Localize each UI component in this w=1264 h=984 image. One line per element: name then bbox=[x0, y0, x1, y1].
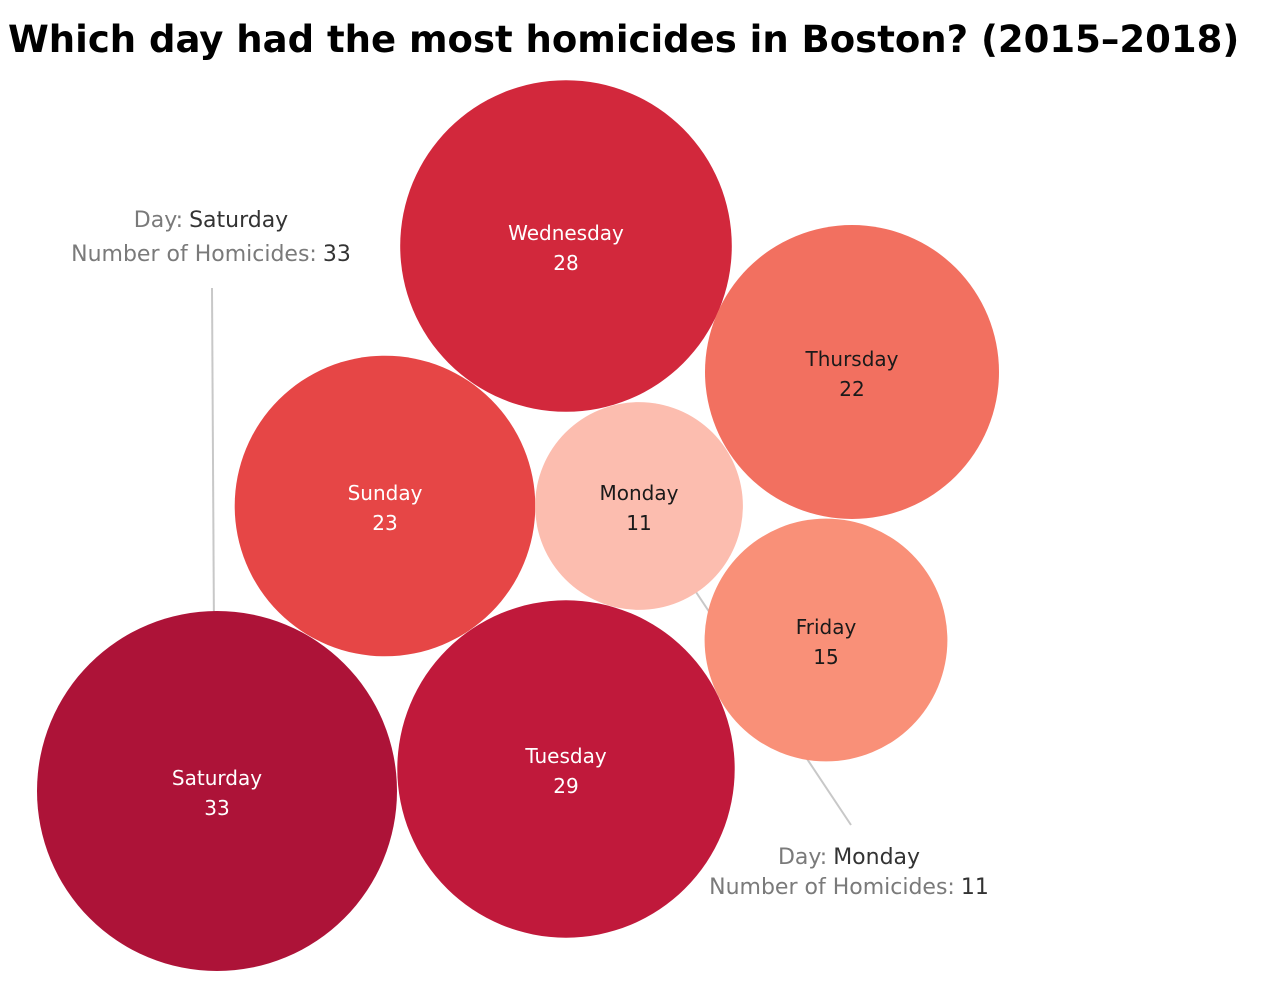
annotation-day-value: Monday bbox=[833, 845, 920, 870]
annotation-count-value: 33 bbox=[323, 242, 351, 267]
bubble-wednesday[interactable]: Wednesday 28 bbox=[400, 80, 732, 412]
bubble-value-label: 28 bbox=[553, 251, 578, 275]
bubble-day-label: Sunday bbox=[348, 481, 423, 505]
bubble-circle[interactable] bbox=[37, 611, 397, 971]
annotation-count-value: 11 bbox=[961, 875, 989, 900]
bubble-day-label: Thursday bbox=[805, 347, 899, 371]
bubble-value-label: 11 bbox=[626, 511, 651, 535]
annotation-day-key: Day: bbox=[134, 208, 183, 233]
bubble-circle[interactable] bbox=[397, 600, 735, 938]
bubble-day-label: Monday bbox=[600, 481, 679, 505]
annotation-monday: Day: Monday Number of Homicides: 11 bbox=[709, 845, 989, 900]
annotation-count-line: Number of Homicides: 33 bbox=[71, 242, 351, 267]
bubble-day-label: Tuesday bbox=[524, 744, 607, 768]
bubble-day-label: Wednesday bbox=[508, 221, 624, 245]
annotation-day-line: Day: Monday bbox=[778, 845, 920, 870]
bubble-day-label: Friday bbox=[796, 615, 857, 639]
bubble-value-label: 29 bbox=[553, 774, 578, 798]
chart-title: Which day had the most homicides in Bost… bbox=[8, 18, 1240, 61]
annotation-day-value: Saturday bbox=[189, 208, 288, 233]
bubble-value-label: 33 bbox=[204, 796, 229, 820]
annotation-count-key: Number of Homicides: bbox=[71, 242, 317, 267]
bubble-thursday[interactable]: Thursday 22 bbox=[705, 225, 999, 519]
bubble-circle[interactable] bbox=[705, 225, 999, 519]
bubble-circle[interactable] bbox=[234, 355, 536, 657]
annotation-count-line: Number of Homicides: 11 bbox=[709, 875, 989, 900]
annotation-saturday: Day: Saturday Number of Homicides: 33 bbox=[71, 208, 351, 267]
bubble-circle[interactable] bbox=[535, 402, 743, 610]
annotation-leader-line bbox=[211, 287, 215, 635]
bubble-tuesday[interactable]: Tuesday 29 bbox=[397, 600, 735, 938]
annotation-count-key: Number of Homicides: bbox=[709, 875, 955, 900]
annotation-day-line: Day: Saturday bbox=[134, 208, 288, 233]
bubble-sunday[interactable]: Sunday 23 bbox=[234, 355, 536, 657]
bubble-value-label: 23 bbox=[372, 511, 397, 535]
bubble-monday[interactable]: Monday 11 bbox=[535, 402, 743, 610]
bubble-circle[interactable] bbox=[704, 518, 948, 762]
bubble-friday[interactable]: Friday 15 bbox=[704, 518, 948, 762]
annotation-day-key: Day: bbox=[778, 845, 827, 870]
bubble-circle[interactable] bbox=[400, 80, 732, 412]
bubble-day-label: Saturday bbox=[172, 766, 262, 790]
bubble-layer: Saturday 33 Tuesday 29 Wednesday 28 Sunday 23 Th… bbox=[37, 80, 999, 971]
bubble-saturday[interactable]: Saturday 33 bbox=[37, 611, 397, 971]
bubble-value-label: 22 bbox=[839, 377, 864, 401]
bubble-value-label: 15 bbox=[813, 645, 838, 669]
